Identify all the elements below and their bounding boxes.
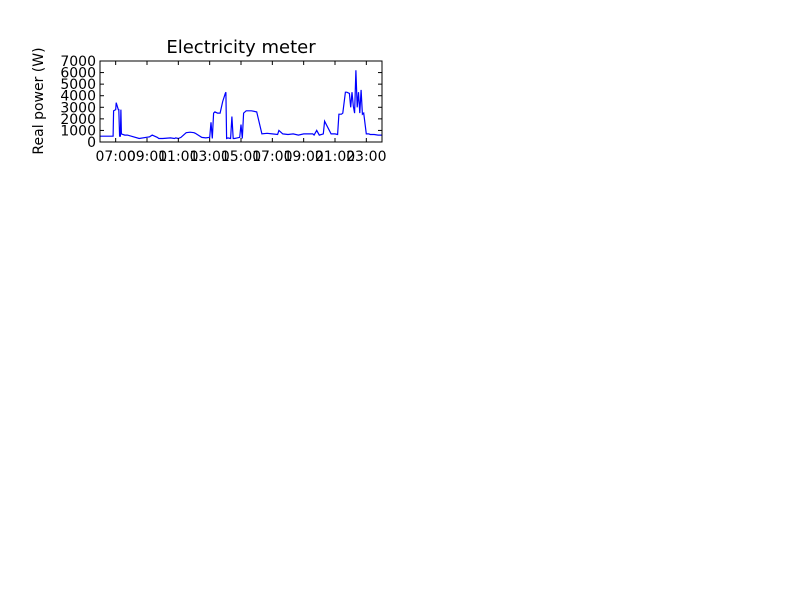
- x-tick-label: 09:00: [127, 149, 167, 165]
- series-line-0: [100, 70, 382, 140]
- y-tick-label: 3000: [60, 100, 96, 116]
- y-tick-label: 5000: [60, 77, 96, 93]
- x-tick-label: 11:00: [158, 149, 198, 165]
- x-tick-label: 21:00: [315, 149, 355, 165]
- x-tick-label: 13:00: [189, 149, 229, 165]
- chart-title: Electricity meter: [166, 37, 316, 58]
- x-tick-label: 07:00: [95, 149, 135, 165]
- x-tick-label: 17:00: [252, 149, 292, 165]
- x-tick-label: 23:00: [346, 149, 386, 165]
- plot-frame: [99, 60, 383, 143]
- x-tick-label: 15:00: [221, 149, 261, 165]
- y-axis-label: Real power (W): [31, 47, 47, 154]
- y-tick-label: 1000: [60, 123, 96, 139]
- plot-area: [100, 70, 382, 140]
- y-tick-label: 0: [87, 135, 96, 151]
- y-tick-label: 7000: [60, 54, 96, 70]
- x-tick-label: 19:00: [283, 149, 323, 165]
- y-tick-label: 2000: [60, 112, 96, 128]
- x-axis: 07:0009:0011:0013:0015:0017:0019:0021:00…: [95, 61, 387, 165]
- y-tick-label: 4000: [60, 89, 96, 105]
- y-tick-label: 6000: [60, 66, 96, 82]
